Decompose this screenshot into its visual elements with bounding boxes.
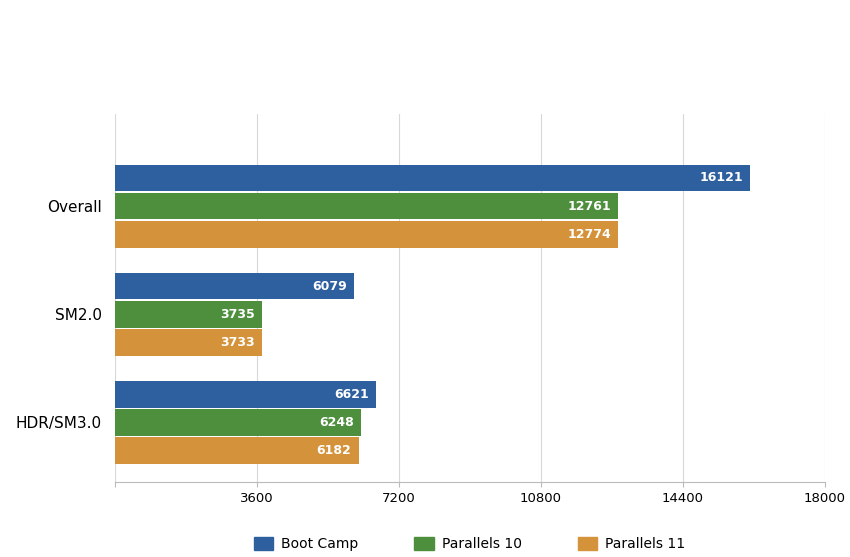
- Bar: [115, 409, 361, 436]
- Text: 12774: 12774: [568, 228, 611, 241]
- Text: 3733: 3733: [220, 336, 255, 349]
- Text: 6621: 6621: [334, 388, 369, 400]
- Bar: [115, 381, 376, 408]
- Text: 12761: 12761: [567, 199, 611, 213]
- Text: 6182: 6182: [317, 444, 351, 457]
- Text: 6248: 6248: [320, 416, 354, 429]
- Bar: [115, 165, 751, 192]
- Bar: [115, 301, 262, 328]
- Bar: [115, 273, 354, 300]
- Bar: [115, 437, 359, 464]
- Legend: Boot Camp, Parallels 10, Parallels 11: Boot Camp, Parallels 10, Parallels 11: [248, 531, 691, 556]
- Text: 16121: 16121: [700, 172, 743, 184]
- Bar: [115, 329, 262, 356]
- Bar: [115, 221, 619, 247]
- Text: 3735: 3735: [220, 307, 255, 321]
- Text: 6079: 6079: [313, 280, 348, 292]
- Bar: [115, 193, 618, 219]
- Text: 3DMark06: 3DMark06: [110, 63, 210, 81]
- Text: Parallels Desktop 11 Benchmarks: Parallels Desktop 11 Benchmarks: [110, 27, 464, 46]
